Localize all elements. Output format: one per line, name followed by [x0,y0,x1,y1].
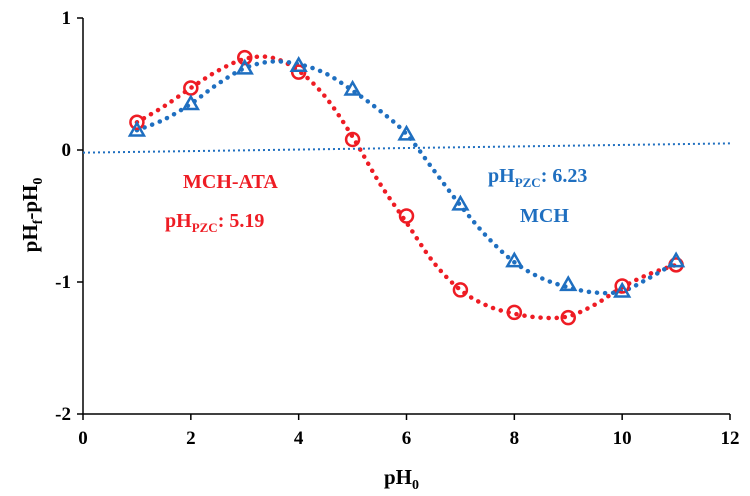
x-tick-label: 8 [510,428,520,449]
y-tick-label: 0 [62,140,72,161]
mch-point [127,120,147,137]
y-axis-label-mid: -pH [18,185,42,220]
mch-ata-point [560,309,576,326]
mch-point [451,194,470,211]
y-tick-label: -2 [55,404,71,425]
mch-trendline [134,59,679,296]
mch-ata-point [290,64,307,80]
mch-ata-point [237,49,253,66]
mch-point [505,251,524,268]
mch-point [181,94,200,111]
y-tick-label: -1 [55,272,71,293]
x-axis-label-main: pH [384,465,412,489]
mch-ata-point [452,282,469,298]
mch-pzc-prefix: pH [488,165,515,187]
x-tick-label: 4 [294,428,304,449]
mch-pzc-label: pHPZC: 6.23 [488,165,587,190]
x-tick-label: 0 [78,428,88,449]
x-tick-label: 2 [186,428,196,449]
mch-pzc-sub: PZC [515,175,541,190]
mch-ata-point [506,304,523,321]
mch-label: MCH [520,205,569,227]
mch-ata-trendline [134,54,679,321]
x-axis-label-sub: 0 [412,478,419,493]
mch-ata-pzc-label: pHPZC: 5.19 [165,210,264,235]
y-axis-label: pHf-pH0 [18,178,46,253]
mch-ata-point [344,131,361,148]
mch-ata-pzc-sub: PZC [192,220,218,235]
zero-reference-line [82,142,731,154]
mch-point [343,79,362,96]
mch-point [397,124,416,141]
mch-point [289,56,308,73]
x-axis-label: pH0 [384,465,419,493]
mch-pzc-value: : 6.23 [541,165,588,187]
mch-ata-point [614,278,630,294]
mch-ata-label: MCH-ATA [183,171,278,193]
y-axis-label-sub-f: f [31,219,46,224]
mch-point [235,58,254,75]
y-tick-label: 1 [62,8,72,29]
mch-ata-point [398,208,415,224]
mch-point [559,275,578,292]
mch-ata-pzc-prefix: pH [165,210,192,232]
y-axis-label-sub-0: 0 [31,178,46,185]
mch-point [666,251,686,268]
mch-point [613,281,632,298]
x-tick-label: 10 [613,428,632,449]
x-tick-label: 12 [721,428,740,449]
mch-ata-point [129,114,145,131]
x-tick-label: 6 [402,428,412,449]
mch-ata-pzc-value: : 5.19 [218,210,265,232]
y-axis-label-main: pH [18,224,42,252]
